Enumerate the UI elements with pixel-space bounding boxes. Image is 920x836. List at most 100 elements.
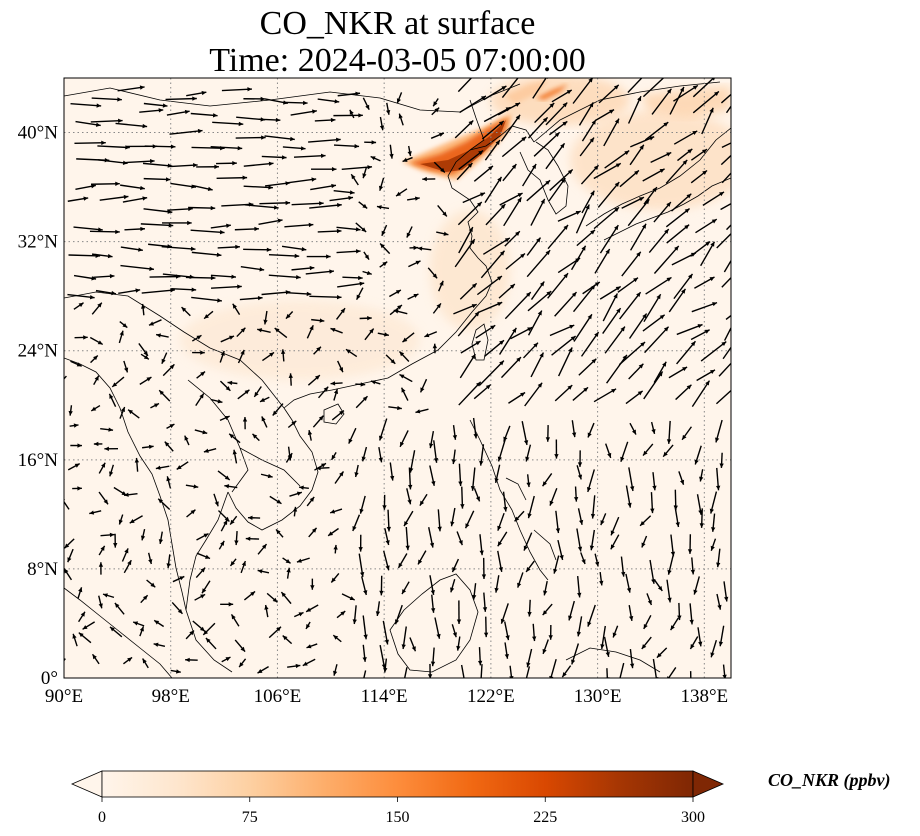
wind-arrow (341, 593, 355, 601)
wind-arrow (407, 293, 419, 300)
wind-arrow (628, 467, 635, 492)
wind-arrow (527, 599, 532, 617)
wind-arrow (212, 121, 244, 127)
lat-tick-label: 0° (41, 668, 58, 689)
indochina-coast (185, 407, 319, 673)
wind-arrow (358, 553, 365, 577)
wind-arrow (98, 595, 103, 609)
wind-arrow (630, 136, 655, 148)
wind-arrow (333, 113, 363, 118)
wind-arrow (720, 154, 731, 166)
wind-arrow (82, 621, 96, 630)
wind-arrow (228, 433, 241, 444)
wind-arrow (316, 465, 330, 471)
wind-arrow (417, 550, 427, 565)
co-plume-streak (536, 84, 568, 100)
wind-arrow (382, 494, 387, 510)
wind-arrow (253, 386, 262, 398)
wind-arrow (64, 538, 75, 549)
wind-arrow (375, 601, 381, 617)
wind-arrow (378, 177, 385, 191)
wind-arrow (140, 528, 146, 541)
wind-arrow (302, 658, 316, 667)
wind-arrow (408, 467, 413, 490)
wind-arrow (244, 204, 279, 210)
lon-tick-label: 138°E (680, 686, 728, 707)
wind-arrow (93, 274, 115, 279)
wind-arrow (689, 603, 694, 625)
wind-arrow (641, 636, 652, 650)
wind-arrow (510, 326, 533, 340)
wind-arrow (462, 192, 486, 204)
wind-arrow (621, 251, 642, 277)
wind-arrow (670, 534, 676, 557)
wind-arrow (646, 593, 653, 606)
wind-arrow (502, 491, 508, 512)
wind-arrow (600, 513, 607, 526)
wind-arrow (532, 623, 537, 642)
wind-arrow (307, 374, 321, 386)
wind-arrow (498, 283, 516, 299)
lon-tick-label: 90°E (45, 686, 83, 707)
lon-tick-label: 106°E (254, 686, 302, 707)
wind-arrow (196, 552, 211, 560)
wind-arrow (384, 528, 390, 546)
wind-arrow (514, 510, 525, 522)
wind-arrow (68, 405, 73, 416)
wind-arrow (70, 443, 82, 448)
wind-arrow (77, 587, 83, 599)
wind-arrow (719, 452, 724, 468)
wind-arrow (134, 457, 140, 472)
wind-arrow (651, 88, 672, 115)
wind-arrow (243, 590, 256, 601)
wind-arrow (240, 560, 247, 574)
wind-arrow (261, 155, 287, 160)
wind-arrow (192, 184, 213, 192)
wind-arrow (184, 435, 190, 446)
wind-arrow (437, 204, 448, 217)
wind-arrow (147, 552, 153, 565)
wind-arrow (331, 410, 345, 421)
wind-arrow (460, 340, 481, 354)
wind-arrow (500, 603, 509, 624)
wind-arrow (153, 642, 166, 648)
wind-arrow (504, 291, 532, 320)
wind-arrow (485, 203, 506, 226)
wind-arrow (161, 352, 168, 365)
colorbar-tick-label: 225 (533, 809, 557, 826)
wind-arrow (91, 253, 113, 259)
wind-arrow (691, 380, 711, 407)
wind-arrow (673, 130, 698, 145)
wind-arrow (402, 156, 413, 163)
wind-arrow (113, 486, 127, 496)
wind-arrow (201, 580, 211, 594)
wind-arrow (451, 449, 457, 465)
wind-arrow (155, 465, 170, 470)
wind-arrow (236, 327, 246, 338)
wind-arrow (98, 462, 106, 474)
wind-arrow (360, 576, 368, 596)
wind-arrow (337, 281, 365, 288)
wind-arrow (91, 97, 122, 102)
wind-arrow (530, 281, 545, 300)
lat-tick-label: 32°N (18, 232, 59, 253)
wind-arrow (548, 177, 566, 202)
wind-arrow (363, 670, 367, 678)
wind-arrow (427, 267, 438, 279)
wind-arrow (165, 96, 197, 101)
wind-arrow (238, 658, 247, 668)
wind-arrow (428, 527, 435, 548)
wind-arrow (554, 291, 578, 317)
wind-arrow (335, 307, 346, 320)
wind-arrow (643, 293, 662, 323)
wind-arrow (234, 226, 259, 232)
wind-arrow (594, 553, 600, 567)
wind-arrow (578, 102, 594, 126)
wind-arrow (98, 491, 109, 505)
wind-arrow (306, 643, 318, 649)
wind-arrow (701, 107, 714, 135)
wind-arrow (185, 657, 198, 663)
wind-arrow (479, 534, 484, 556)
wind-arrow (90, 354, 99, 364)
wind-arrow (521, 163, 537, 187)
